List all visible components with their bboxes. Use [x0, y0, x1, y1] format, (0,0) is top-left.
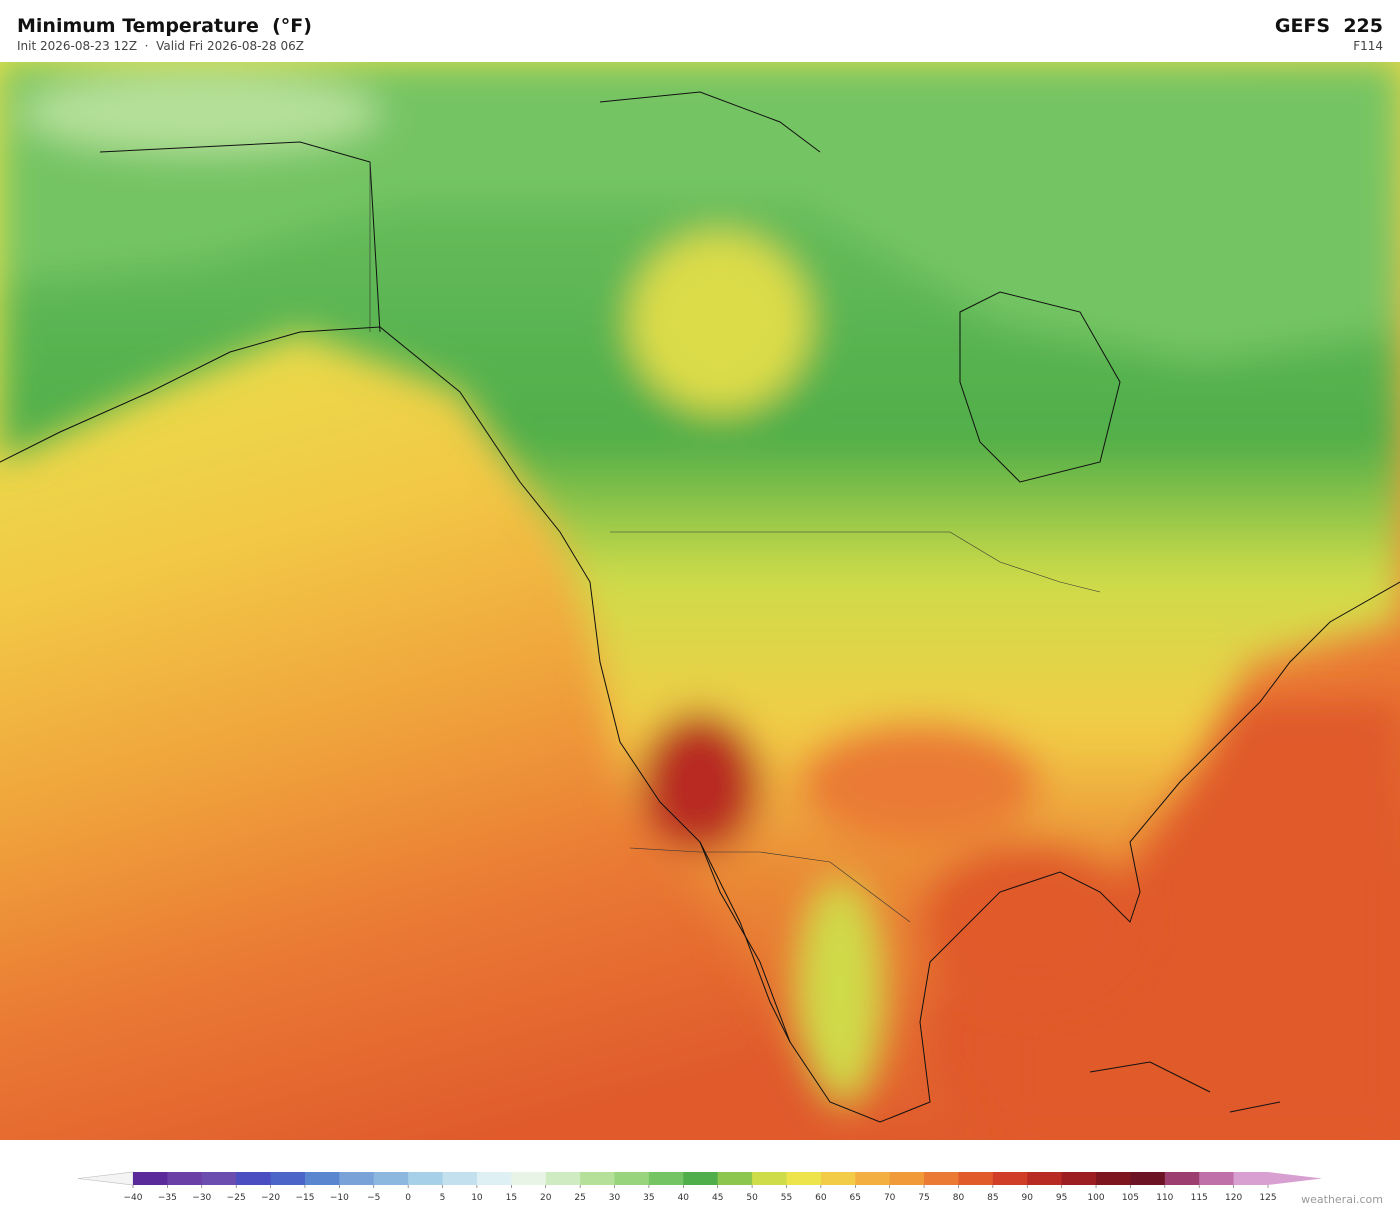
colorbar-bin [1027, 1172, 1063, 1185]
colorbar-bin [133, 1172, 168, 1185]
colorbar-bin [1233, 1172, 1269, 1185]
tick-label: 85 [987, 1193, 998, 1203]
colorbar-bin [408, 1172, 444, 1185]
credit: weatherai.com [1301, 1193, 1383, 1206]
tick-label: 25 [574, 1193, 585, 1203]
colorbar-bin [889, 1172, 925, 1185]
tick-label: −30 [192, 1193, 211, 1203]
colorbar-under [77, 1171, 134, 1186]
colorbar-bin [1096, 1172, 1131, 1185]
tick-label: 110 [1156, 1193, 1173, 1203]
colorbar-bin [270, 1172, 306, 1185]
colorbar-bin [580, 1172, 616, 1185]
tick-label: −10 [330, 1193, 349, 1203]
tick-label: 100 [1087, 1193, 1104, 1203]
colorbar-bin [752, 1172, 787, 1185]
tick-label: 40 [678, 1193, 690, 1203]
land-fill [0, 62, 1400, 1140]
colorbar-bin [924, 1172, 959, 1185]
title: Minimum Temperature (°F) [17, 15, 312, 37]
colorbar-bin [614, 1172, 650, 1185]
tick-label: −40 [124, 1193, 143, 1203]
tick-label: 0 [405, 1193, 411, 1203]
colorbar-bin [786, 1172, 822, 1185]
colorbar-bin [820, 1172, 856, 1185]
colorbar-bin [476, 1172, 512, 1185]
colorbar-bin [373, 1172, 409, 1185]
colorbar-bin [1061, 1172, 1097, 1185]
tick-label: 30 [609, 1193, 621, 1203]
tick-label: 95 [1056, 1193, 1067, 1203]
borders [369, 162, 1101, 923]
tick-label: −25 [227, 1193, 246, 1203]
tick-label: 10 [471, 1193, 483, 1203]
colorbar-bin [1130, 1172, 1166, 1185]
tick-label: 35 [643, 1193, 654, 1203]
colorbar-bin [717, 1172, 753, 1185]
colorbar-bin [442, 1172, 478, 1185]
colorbar-bin [236, 1172, 272, 1185]
tick-label: 65 [850, 1193, 861, 1203]
colorbar-bin [958, 1172, 994, 1185]
tick-label: −35 [158, 1193, 177, 1203]
subtitle: Init 2026-08-23 12Z · Valid Fri 2026-08-… [17, 39, 304, 53]
model-label: GEFS 225 [1274, 15, 1383, 37]
tick-label: 45 [712, 1193, 723, 1203]
colorbar-bin [304, 1172, 340, 1185]
colorbar-bin [167, 1172, 203, 1185]
tick-label: 105 [1122, 1193, 1139, 1203]
tick-label: 15 [506, 1193, 517, 1203]
tick-label: 125 [1259, 1193, 1276, 1203]
tick-label: 70 [884, 1193, 896, 1203]
tick-label: 75 [918, 1193, 929, 1203]
tick-label: 60 [815, 1193, 827, 1203]
colorbar: −40 −35 −30 −25 −20 −15 −10 −5 0 5 10 15 20 25 30 35 40 4… [77, 1171, 1322, 1203]
tick-label: 120 [1225, 1193, 1242, 1203]
tick-label: −15 [295, 1193, 314, 1203]
colorbar-bin [683, 1172, 719, 1185]
colorbar-bin [648, 1172, 684, 1185]
tick-label: −20 [261, 1193, 280, 1203]
colorbar-bin [511, 1172, 547, 1185]
tick-label: 20 [540, 1193, 552, 1203]
colorbar-bin [545, 1172, 581, 1185]
tick-label: 55 [781, 1193, 792, 1203]
colorbar-over [1268, 1172, 1322, 1185]
colorbar-bin [1164, 1172, 1200, 1185]
map [0, 62, 1400, 1140]
forecast-hour: F114 [1353, 39, 1383, 53]
colorbar-bin [339, 1172, 375, 1185]
colorbar-bin [855, 1172, 891, 1185]
tick-label: −5 [367, 1193, 380, 1203]
colorbar-bin [201, 1172, 237, 1185]
colorbar-bin [1199, 1172, 1235, 1185]
tick-label: 115 [1191, 1193, 1208, 1203]
tick-label: 90 [1022, 1193, 1034, 1203]
tick-label: 80 [953, 1193, 965, 1203]
coastlines [0, 91, 1400, 1123]
tick-label: 5 [440, 1193, 446, 1203]
tick-label: 50 [746, 1193, 758, 1203]
colorbar-bin [992, 1172, 1028, 1185]
